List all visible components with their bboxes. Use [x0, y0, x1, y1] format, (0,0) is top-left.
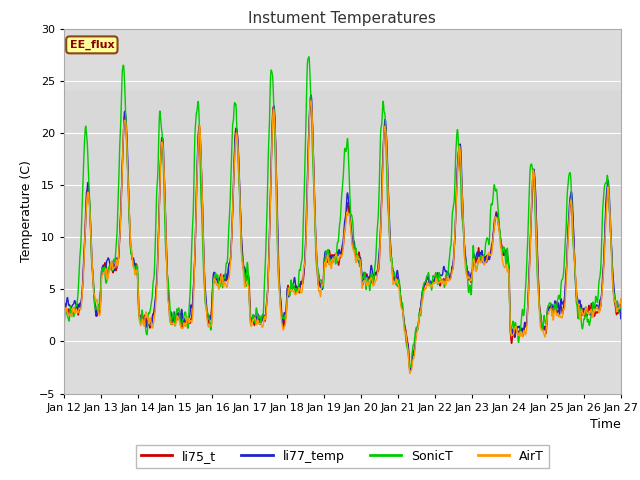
li75_t [184, 319, 191, 325]
li77_temp [406, 367, 414, 373]
SonicT [170, 314, 178, 320]
Line: SonicT: SonicT [64, 57, 621, 367]
li77_temp [170, 309, 178, 315]
AirT [184, 315, 191, 321]
SonicT [617, 305, 625, 311]
Title: Instument Temperatures: Instument Temperatures [248, 11, 436, 26]
li75_t [429, 277, 437, 283]
Y-axis label: Temperature (C): Temperature (C) [20, 160, 33, 262]
Line: AirT: AirT [64, 101, 621, 373]
li75_t [406, 367, 414, 372]
SonicT [406, 364, 414, 370]
li75_t [60, 301, 68, 307]
SonicT [305, 54, 313, 60]
li77_temp [60, 298, 68, 304]
AirT [170, 321, 178, 326]
li75_t [170, 314, 178, 320]
Line: li75_t: li75_t [64, 103, 621, 370]
li75_t [617, 303, 625, 309]
AirT [246, 317, 254, 323]
SonicT [184, 325, 191, 331]
li77_temp [184, 319, 191, 324]
li75_t [502, 248, 510, 253]
li75_t [246, 305, 254, 311]
li77_temp [502, 252, 510, 258]
SonicT [502, 259, 510, 264]
X-axis label: Time: Time [590, 418, 621, 431]
li77_temp [246, 313, 254, 319]
Line: li77_temp: li77_temp [64, 95, 621, 370]
li75_t [307, 100, 315, 106]
AirT [552, 308, 559, 313]
Text: EE_flux: EE_flux [70, 40, 114, 50]
li75_t [552, 300, 559, 306]
Bar [64, 91, 621, 289]
AirT [429, 280, 437, 286]
Legend: li75_t, li77_temp, SonicT, AirT: li75_t, li77_temp, SonicT, AirT [136, 444, 548, 468]
li77_temp [429, 277, 437, 283]
li77_temp [552, 299, 559, 304]
AirT [502, 262, 510, 267]
li77_temp [307, 92, 315, 98]
SonicT [60, 315, 68, 321]
SonicT [246, 316, 254, 322]
li77_temp [617, 316, 625, 322]
AirT [60, 319, 68, 325]
SonicT [552, 304, 559, 310]
AirT [617, 296, 625, 302]
SonicT [429, 274, 437, 279]
AirT [406, 371, 414, 376]
AirT [307, 98, 314, 104]
